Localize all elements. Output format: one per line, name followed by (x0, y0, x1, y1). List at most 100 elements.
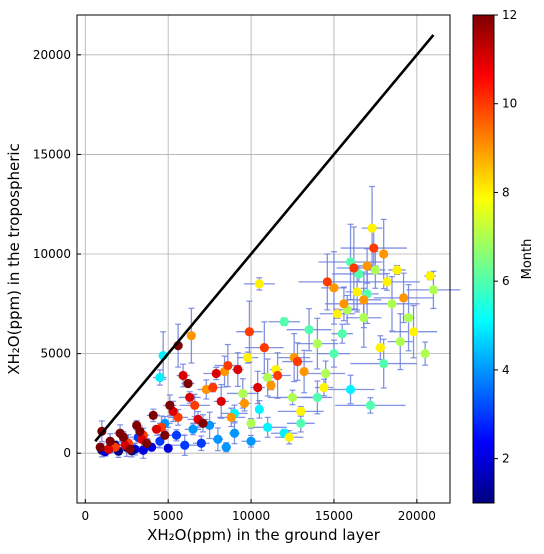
data-point (243, 352, 253, 363)
colorbar-ticks: 2 4 6 8 10 12 (494, 8, 517, 466)
y-tick-label: 20000 (33, 48, 71, 62)
data-point (151, 424, 162, 434)
data-point (223, 360, 233, 371)
data-point (428, 285, 439, 295)
data-point (362, 261, 372, 271)
data-point (408, 327, 419, 337)
data-point (163, 443, 173, 453)
data-point (103, 444, 114, 454)
data-point (339, 299, 349, 309)
data-point (190, 400, 200, 410)
data-point (226, 412, 236, 422)
data-point (392, 265, 402, 275)
data-point (359, 295, 369, 305)
data-point (185, 392, 195, 403)
data-point (369, 243, 379, 253)
data-point (365, 400, 376, 410)
data-point (332, 309, 342, 319)
y-axis-label: XH₂O(ppm) in the tropospheric (5, 143, 23, 375)
data-point (233, 364, 243, 375)
colorbar-tick-label: 6 (502, 274, 510, 288)
data-point (379, 358, 389, 369)
data-point (246, 418, 256, 428)
data-point (211, 368, 221, 379)
data-point (259, 343, 269, 353)
data-point (198, 418, 208, 428)
data-point (263, 372, 273, 383)
data-point (370, 265, 380, 275)
data-point (183, 378, 193, 389)
x-tick-label: 10000 (232, 509, 270, 523)
one-to-one-line (94, 34, 435, 443)
data-point (238, 388, 248, 399)
y-axis-ticks: 0 5000 10000 15000 20000 (33, 48, 81, 460)
plot-frame (76, 14, 451, 504)
data-point (349, 263, 359, 273)
data-point (425, 271, 435, 281)
data-point (239, 398, 250, 409)
data-point (105, 436, 115, 446)
data-point (135, 426, 145, 436)
data-point (304, 325, 314, 335)
data-point (352, 287, 362, 297)
x-tick-label: 5000 (153, 509, 184, 523)
data-point (319, 382, 329, 393)
y-tick-label: 0 (63, 446, 71, 460)
data-point (403, 313, 414, 323)
data-point (216, 396, 226, 407)
data-point (379, 249, 389, 259)
data-point (125, 444, 135, 454)
data-points (95, 223, 439, 457)
data-point (375, 343, 385, 353)
data-point (138, 445, 148, 455)
data-point (180, 440, 190, 450)
data-point (292, 356, 303, 367)
data-point (165, 400, 175, 410)
data-point (160, 430, 170, 440)
colorbar-tick-label: 2 (502, 452, 510, 466)
x-axis-ticks: 0 5000 10000 15000 20000 (81, 499, 436, 523)
y-tick-label: 10000 (33, 247, 71, 261)
data-point (213, 434, 223, 444)
data-point (395, 337, 405, 347)
colorbar-tick-label: 12 (502, 8, 517, 22)
x-tick-label: 0 (81, 509, 89, 523)
data-point (263, 422, 273, 432)
data-point (296, 406, 306, 416)
data-point (254, 279, 264, 289)
data-point (321, 368, 331, 379)
data-point (312, 339, 322, 349)
data-point (287, 392, 298, 403)
data-point (359, 313, 369, 323)
data-point (266, 380, 276, 391)
data-point (188, 424, 198, 434)
data-point (296, 418, 306, 428)
data-point (387, 299, 397, 309)
data-point (329, 349, 339, 359)
data-point (118, 432, 129, 442)
data-point (398, 293, 409, 303)
colorbar-tick-label: 4 (502, 363, 510, 377)
data-point (155, 372, 165, 383)
colorbar-tick-label: 10 (502, 97, 517, 111)
colorbar-label: Month (520, 239, 535, 280)
grid (77, 15, 450, 503)
data-point (299, 366, 309, 377)
data-point (312, 392, 322, 403)
data-point (254, 404, 264, 414)
data-point (186, 331, 196, 341)
data-point (196, 438, 206, 448)
data-point (178, 370, 188, 381)
data-point (382, 277, 392, 287)
data-point (229, 428, 240, 438)
data-point (171, 430, 182, 440)
data-point (284, 432, 294, 442)
data-point (244, 327, 255, 337)
data-point (208, 382, 218, 393)
colorbar (472, 14, 495, 504)
data-point (329, 283, 339, 293)
reference-line (94, 34, 435, 443)
data-point (142, 438, 152, 448)
